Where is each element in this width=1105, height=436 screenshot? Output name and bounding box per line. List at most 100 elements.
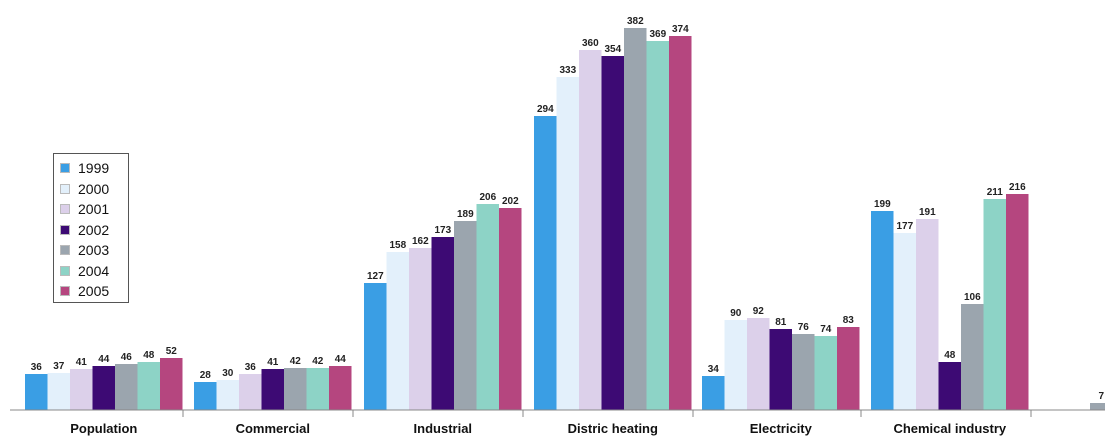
category-label: Industrial [414, 421, 473, 436]
bar-chemical-industry-2002 [938, 362, 961, 410]
bar-industrial-2000 [386, 252, 409, 410]
value-label: 48 [944, 350, 956, 361]
value-label: 36 [31, 362, 43, 373]
bar-chemical-industry-2001 [916, 219, 939, 410]
legend-label: 2000 [78, 180, 110, 197]
value-label: 90 [730, 308, 742, 319]
bar-distric-heating-2003 [624, 28, 647, 410]
bar-population-2002 [92, 366, 115, 410]
legend-label: 2001 [78, 201, 110, 218]
bar-other-2003 [1090, 403, 1105, 410]
bar-commercial-2000 [216, 380, 239, 410]
category-label: Commercial [236, 421, 310, 436]
bar-population-2001 [70, 369, 93, 410]
bar-industrial-2001 [409, 248, 432, 410]
bar-commercial-2005 [329, 366, 352, 410]
bar-electricity-2003 [792, 334, 815, 410]
category-separators [182, 410, 1032, 417]
legend-swatch [60, 245, 70, 256]
legend-label: 2003 [78, 242, 110, 259]
bar-electricity-1999 [702, 376, 725, 410]
bar-industrial-2004 [476, 204, 499, 410]
value-label: 41 [267, 357, 279, 368]
bar-electricity-2005 [837, 327, 860, 410]
value-label: 83 [843, 315, 855, 326]
bar-electricity-2004 [814, 336, 837, 410]
value-label: 46 [121, 352, 133, 363]
value-label: 34 [708, 364, 720, 375]
bar-distric-heating-1999 [534, 116, 557, 410]
bar-distric-heating-2001 [579, 50, 602, 410]
value-label: 173 [434, 225, 451, 236]
bar-electricity-2002 [769, 329, 792, 410]
bar-chemical-industry-2003 [961, 304, 984, 410]
value-label: 7 [1099, 391, 1105, 402]
bar-chemical-industry-2004 [983, 199, 1006, 410]
category-label: Electricity [750, 421, 813, 436]
value-label: 106 [964, 292, 981, 303]
value-label: 42 [312, 356, 324, 367]
legend-item-2001: 2001 [60, 199, 128, 220]
legend-swatch [60, 163, 70, 174]
legend-item-2004: 2004 [60, 261, 128, 282]
value-label: 44 [335, 354, 347, 365]
value-label: 158 [389, 240, 406, 251]
bar-chemical-industry-2005 [1006, 194, 1029, 410]
legend-item-2005: 2005 [60, 281, 128, 302]
category-label: Distric heating [568, 421, 658, 436]
value-label: 48 [143, 350, 155, 361]
value-label: 211 [987, 187, 1004, 198]
value-label: 354 [604, 44, 621, 55]
legend: 1999 2000 2001 2002 2003 2004 2005 [53, 153, 129, 303]
category-labels-group: Population Commercial Industrial Distric he… [70, 421, 1007, 436]
value-label: 374 [672, 24, 689, 35]
value-label: 369 [649, 29, 666, 40]
value-label: 162 [412, 236, 429, 247]
bar-commercial-2002 [261, 369, 284, 410]
value-label: 30 [222, 368, 234, 379]
value-label: 28 [200, 370, 212, 381]
bar-distric-heating-2005 [669, 36, 692, 410]
bar-population-1999 [25, 374, 48, 410]
value-label: 333 [559, 65, 576, 76]
value-label: 360 [582, 38, 599, 49]
legend-swatch [60, 183, 70, 194]
bar-industrial-2002 [431, 237, 454, 410]
bars-group [25, 28, 1105, 410]
value-label: 92 [753, 306, 765, 317]
legend-item-1999: 1999 [60, 158, 128, 179]
bar-population-2000 [47, 373, 70, 410]
value-label: 42 [290, 356, 302, 367]
value-label: 76 [798, 322, 810, 333]
value-label: 202 [502, 196, 519, 207]
value-labels-group: 36 37 41 44 46 48 52 28 30 36 41 42 42 44 127 158 162 173… [31, 16, 1105, 402]
legend-swatch [60, 286, 70, 297]
bar-distric-heating-2004 [646, 41, 669, 410]
bar-electricity-2000 [724, 320, 747, 410]
value-label: 37 [53, 361, 65, 372]
bar-commercial-1999 [194, 382, 217, 410]
bar-distric-heating-2000 [556, 77, 579, 410]
bar-chemical-industry-2000 [893, 233, 916, 410]
legend-item-2000: 2000 [60, 179, 128, 200]
legend-item-2002: 2002 [60, 220, 128, 241]
value-label: 74 [820, 324, 832, 335]
value-label: 41 [76, 357, 88, 368]
value-label: 44 [98, 354, 110, 365]
legend-item-2003: 2003 [60, 240, 128, 261]
legend-swatch [60, 204, 70, 215]
bar-commercial-2004 [306, 368, 329, 410]
legend-label: 2005 [78, 283, 110, 300]
legend-label: 1999 [78, 160, 110, 177]
value-label: 52 [166, 346, 178, 357]
value-label: 216 [1009, 182, 1026, 193]
value-label: 81 [775, 317, 787, 328]
category-label: Population [70, 421, 137, 436]
value-label: 206 [479, 192, 496, 203]
bar-population-2005 [160, 358, 183, 410]
legend-label: 2004 [78, 262, 110, 279]
bar-population-2004 [137, 362, 160, 410]
bar-electricity-2001 [747, 318, 770, 410]
value-label: 294 [537, 104, 554, 115]
bar-commercial-2001 [239, 374, 262, 410]
